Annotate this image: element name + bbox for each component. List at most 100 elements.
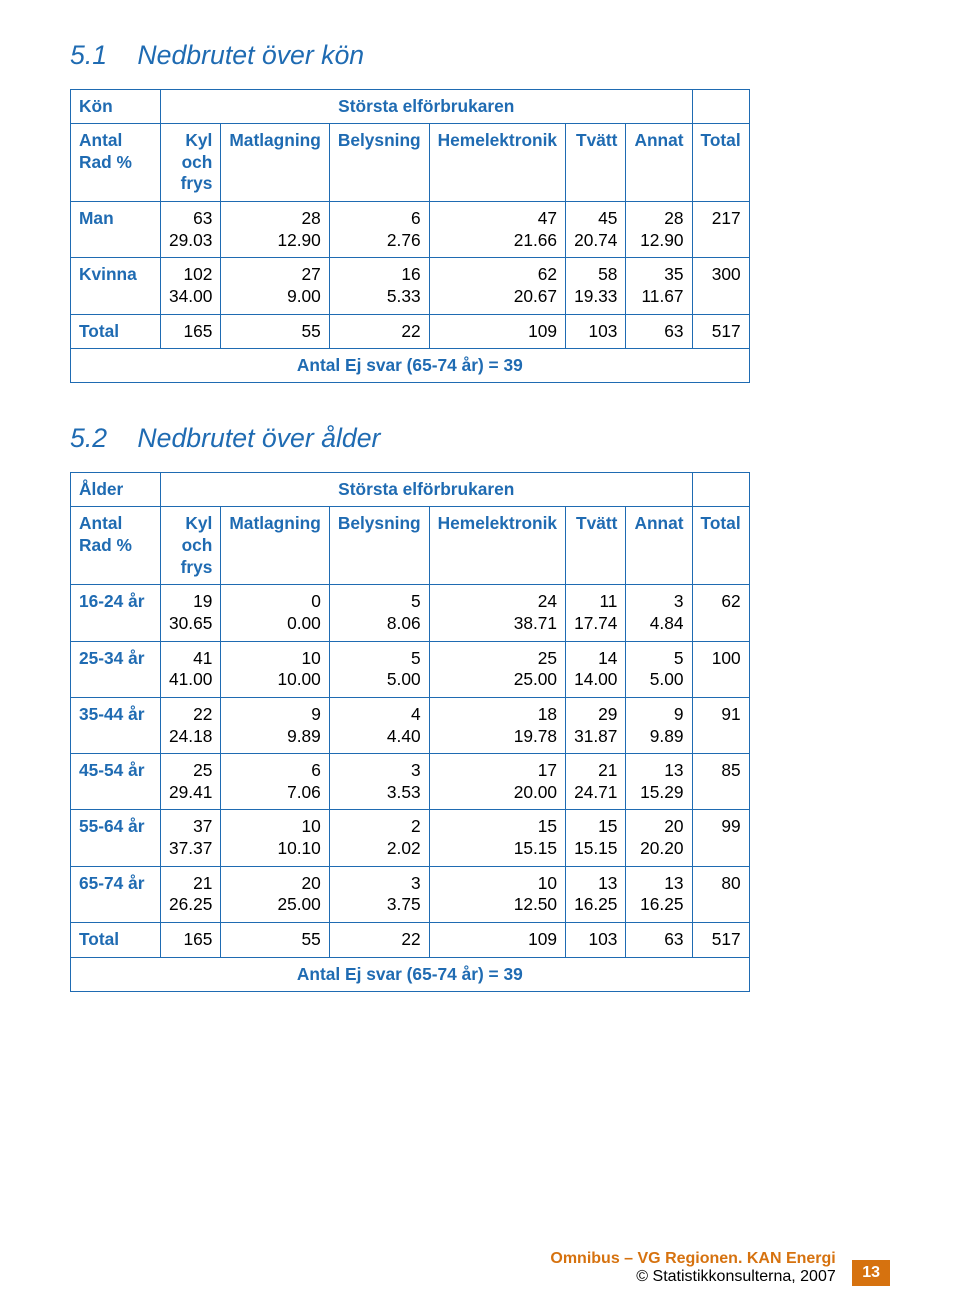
table-spanner: Största elförbrukaren	[161, 473, 693, 507]
table-cell: 1930.65	[161, 585, 221, 641]
table-cell: 6220.67	[429, 258, 565, 314]
table-cell: 99.89	[626, 697, 692, 753]
table-cell: 1117.74	[566, 585, 626, 641]
table-cell: 22	[329, 923, 429, 958]
table-cell: 517	[692, 923, 749, 958]
table-column-header: Belysning	[329, 124, 429, 202]
section-heading-5-2: 5.2 Nedbrutet över ålder	[70, 423, 890, 454]
table-cell: 2931.87	[566, 697, 626, 753]
section-number: 5.2	[70, 423, 130, 454]
table-cell: 165.33	[329, 258, 429, 314]
table-column-header: Hemelektronik	[429, 507, 565, 585]
table-row: Kvinna10234.00279.00165.336220.675819.33…	[71, 258, 750, 314]
table-column-header: Tvätt	[566, 124, 626, 202]
table-row: 45-54 år2529.4167.0633.531720.002124.711…	[71, 754, 750, 810]
table-cell: 4520.74	[566, 201, 626, 257]
table-cell: 2224.18	[161, 697, 221, 753]
table-cell: 217	[692, 201, 749, 257]
table-cell: 1012.50	[429, 866, 565, 922]
table-cell: 2126.25	[161, 866, 221, 922]
table-column-header: Tvätt	[566, 507, 626, 585]
table-cell: 44.40	[329, 697, 429, 753]
table-row-label: 45-54 år	[71, 754, 161, 810]
table-row-label: Man	[71, 201, 161, 257]
table-cell: 62.76	[329, 201, 429, 257]
table-cell: 85	[692, 754, 749, 810]
table-cell: 2812.90	[626, 201, 692, 257]
table-cell: 55	[221, 314, 329, 349]
table-cell: 1010.10	[221, 810, 329, 866]
table-cell: 63	[626, 314, 692, 349]
table-cell: 2812.90	[221, 201, 329, 257]
footer-brand-line: Omnibus – VG Regionen. KAN Energi	[550, 1250, 835, 1268]
table-cell: 1316.25	[626, 866, 692, 922]
table-cell: 99	[692, 810, 749, 866]
table-row-label: 65-74 år	[71, 866, 161, 922]
table-row: 55-64 år3737.371010.1022.021515.151515.1…	[71, 810, 750, 866]
table-row: Total165552210910363517	[71, 923, 750, 958]
table-cell: 3511.67	[626, 258, 692, 314]
section-title: Nedbrutet över ålder	[137, 423, 380, 453]
table-cell: 5819.33	[566, 258, 626, 314]
table-column-header: Hemelektronik	[429, 124, 565, 202]
table-row-label: Total	[71, 923, 161, 958]
table-row-label: 35-44 år	[71, 697, 161, 753]
footer-copyright-line: © Statistikkonsulterna, 2007	[550, 1268, 835, 1286]
table-cell: 2025.00	[221, 866, 329, 922]
table-row-label: 25-34 år	[71, 641, 161, 697]
table-row: Total165552210910363517	[71, 314, 750, 349]
table-cell: 3737.37	[161, 810, 221, 866]
table-column-header: Annat	[626, 124, 692, 202]
section-heading-5-1: 5.1 Nedbrutet över kön	[70, 40, 890, 71]
table-cell: 2438.71	[429, 585, 565, 641]
table-alder: ÅlderStörsta elförbrukarenAntalRad %Kylo…	[70, 472, 750, 992]
table-cell: 2529.41	[161, 754, 221, 810]
table-column-header: Belysning	[329, 507, 429, 585]
table-cell: 55.00	[329, 641, 429, 697]
table-column-header: Total	[692, 507, 749, 585]
table-column-header: Total	[692, 124, 749, 202]
table-cell: 10234.00	[161, 258, 221, 314]
table-cell: 300	[692, 258, 749, 314]
table-cell: 1515.15	[429, 810, 565, 866]
section-number: 5.1	[70, 40, 130, 71]
table-row: Man6329.032812.9062.764721.664520.742812…	[71, 201, 750, 257]
table-cell: 2124.71	[566, 754, 626, 810]
table-cell: 1315.29	[626, 754, 692, 810]
table-cell: 22.02	[329, 810, 429, 866]
table-row-label: 16-24 år	[71, 585, 161, 641]
table-cell: 2525.00	[429, 641, 565, 697]
table-corner: Kön	[71, 90, 161, 124]
table-cell: 103	[566, 314, 626, 349]
table-column-header: Matlagning	[221, 507, 329, 585]
section-title: Nedbrutet över kön	[137, 40, 364, 70]
table-cell: 62	[692, 585, 749, 641]
table-cell: 99.89	[221, 697, 329, 753]
table-cell: 517	[692, 314, 749, 349]
table-cell: 6329.03	[161, 201, 221, 257]
page-footer: Omnibus – VG Regionen. KAN Energi © Stat…	[550, 1250, 890, 1286]
table-row-label: Total	[71, 314, 161, 349]
table-cell: 33.75	[329, 866, 429, 922]
table-cell: 1316.25	[566, 866, 626, 922]
table-cell: 4141.00	[161, 641, 221, 697]
table-cell: 2020.20	[626, 810, 692, 866]
table-spanner: Största elförbrukaren	[161, 90, 693, 124]
table-cell: 279.00	[221, 258, 329, 314]
table-footnote: Antal Ej svar (65-74 år) = 39	[71, 957, 750, 991]
table-cell: 1515.15	[566, 810, 626, 866]
table-cell: 103	[566, 923, 626, 958]
table-cell: 165	[161, 314, 221, 349]
table-cell: 4721.66	[429, 201, 565, 257]
table-cell: 1010.00	[221, 641, 329, 697]
table-footnote: Antal Ej svar (65-74 år) = 39	[71, 349, 750, 383]
table-column-header: Kylochfrys	[161, 507, 221, 585]
table-row: 65-74 år2126.252025.0033.751012.501316.2…	[71, 866, 750, 922]
table-column-header: Kylochfrys	[161, 124, 221, 202]
table-corner: Ålder	[71, 473, 161, 507]
table-cell: 58.06	[329, 585, 429, 641]
table-cell: 1414.00	[566, 641, 626, 697]
table-kon: KönStörsta elförbrukarenAntalRad %Kyloch…	[70, 89, 750, 383]
table-cell: 00.00	[221, 585, 329, 641]
table-row-label: Kvinna	[71, 258, 161, 314]
